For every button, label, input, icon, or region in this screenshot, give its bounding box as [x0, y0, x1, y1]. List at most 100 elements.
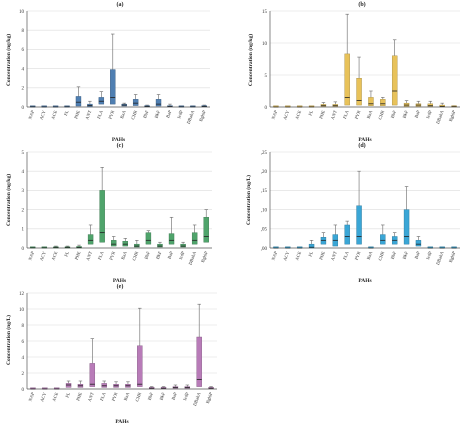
- x-tick-label: IcdP: [425, 109, 433, 119]
- box-BkF: BkF: [402, 186, 410, 260]
- y-tick-label: 5: [22, 151, 25, 156]
- x-tick-label: NAP: [28, 391, 36, 402]
- x-tick-label: BaA: [120, 250, 128, 260]
- box-iqr: [391, 55, 398, 106]
- x-tick-label: IcdP: [425, 250, 433, 260]
- box-ACY: ACY: [39, 246, 48, 261]
- box-iqr: [87, 234, 94, 245]
- box-iqr: [89, 363, 96, 387]
- x-tick-label: ANT: [330, 109, 338, 120]
- box-IcdP: IcdP: [178, 241, 186, 260]
- box-iqr: [99, 190, 105, 243]
- box-BbF: BbF: [143, 230, 152, 260]
- box-ACY: ACY: [39, 105, 47, 120]
- x-tick-label: BaA: [366, 250, 374, 260]
- x-tick-label: BghiP: [200, 250, 209, 263]
- box-iqr: [427, 103, 434, 107]
- x-tick-label: BaP: [165, 109, 172, 118]
- x-tick-label: NAP: [271, 109, 279, 120]
- x-tick-label: BaP: [167, 250, 174, 259]
- x-tick-label: BghiP: [448, 250, 457, 263]
- box-BghiP: BghiP: [448, 246, 457, 263]
- x-tick-label: ACY: [39, 391, 47, 402]
- box-DBahA: DBahA: [435, 102, 445, 125]
- x-tick-label: BaP: [171, 391, 178, 400]
- y-tick-label: 4: [22, 170, 25, 175]
- x-tick-label: ANT: [85, 250, 93, 261]
- y-tick-label: 10: [19, 10, 25, 15]
- box-DBahA: DBahA: [186, 105, 196, 125]
- box-BaP: BaP: [414, 100, 422, 119]
- box-IcdP: IcdP: [176, 105, 185, 119]
- x-tick-label: PYR: [107, 109, 115, 120]
- y-tick-label: ,15: [261, 189, 268, 194]
- box-PHE: PHE: [75, 380, 84, 402]
- box-BbF: BbF: [147, 386, 155, 401]
- y-tick-label: ,00: [261, 247, 268, 252]
- x-tick-label: FL: [63, 250, 70, 257]
- y-axis-label: Concentration (ng/L): [5, 315, 12, 365]
- y-tick-label: 1: [22, 228, 25, 233]
- x-tick-label: DBahA: [435, 109, 445, 125]
- y-axis-label: Concentration (ng/kg): [247, 34, 254, 86]
- box-FLA: FLA: [97, 167, 105, 261]
- box-NAP: NAP: [271, 105, 279, 120]
- x-tick-label: ACE: [51, 391, 59, 402]
- x-tick-label: FLA: [96, 109, 104, 120]
- y-tick-label: ,05: [261, 228, 268, 233]
- box-FLA: FLA: [342, 13, 350, 120]
- x-tick-label: CHR: [134, 391, 142, 402]
- x-tick-label: FL: [307, 250, 314, 257]
- box-BaP: BaP: [165, 103, 173, 119]
- x-tick-label: PYR: [354, 109, 362, 120]
- x-tick-label: BkF: [159, 391, 167, 401]
- y-tick-label: 10: [19, 308, 25, 313]
- x-tick-label: BbF: [390, 109, 398, 119]
- box-iqr: [137, 345, 143, 387]
- x-tick-label: DBahA: [188, 250, 198, 266]
- x-tick-label: PYR: [108, 250, 116, 261]
- box-ANT: ANT: [330, 224, 339, 261]
- box-ACE: ACE: [50, 105, 59, 120]
- x-tick-label: FLA: [342, 250, 350, 261]
- x-tick-label: NAP: [27, 109, 35, 120]
- x-tick-label: DBahA: [186, 109, 196, 125]
- box-FL: FL: [307, 105, 315, 116]
- box-iqr: [368, 97, 374, 106]
- x-tick-label: FL: [307, 109, 314, 116]
- box-FL: FL: [64, 380, 72, 398]
- x-tick-label: ACE: [50, 109, 58, 120]
- box-PHE: PHE: [74, 244, 82, 261]
- x-tick-label: DBahA: [435, 250, 445, 266]
- box-NAP: NAP: [28, 387, 36, 402]
- box-iqr: [98, 97, 105, 105]
- box-FL: FL: [307, 240, 315, 257]
- box-ACE: ACE: [51, 245, 59, 261]
- x-tick-label: CHR: [131, 250, 139, 261]
- x-axis-label: PAHs: [358, 137, 371, 143]
- box-ANT: ANT: [330, 101, 339, 120]
- box-BaA: BaA: [119, 102, 127, 119]
- x-tick-label: ACY: [39, 109, 47, 120]
- box-BbF: BbF: [142, 104, 150, 119]
- x-tick-label: FL: [64, 391, 71, 398]
- x-tick-label: IcdP: [176, 109, 184, 119]
- x-tick-label: IcdP: [182, 391, 190, 401]
- x-tick-label: ACY: [282, 109, 290, 120]
- y-tick-label: 2: [22, 372, 25, 377]
- box-CHR: CHR: [131, 240, 140, 261]
- box-iqr: [145, 232, 152, 245]
- y-tick-label: 2: [22, 208, 25, 213]
- x-tick-label: BkF: [402, 109, 410, 119]
- panel-title: (b): [358, 1, 365, 8]
- box-NAP: NAP: [27, 246, 36, 261]
- x-tick-label: BaP: [414, 250, 421, 259]
- box-PYR: PYR: [108, 236, 116, 261]
- x-tick-label: PHE: [75, 391, 83, 401]
- x-tick-label: PHE: [74, 250, 82, 260]
- x-tick-label: ACE: [51, 250, 59, 261]
- box-DBahA: DBahA: [192, 303, 202, 407]
- box-iqr: [415, 240, 422, 247]
- box-FL: FL: [63, 245, 71, 257]
